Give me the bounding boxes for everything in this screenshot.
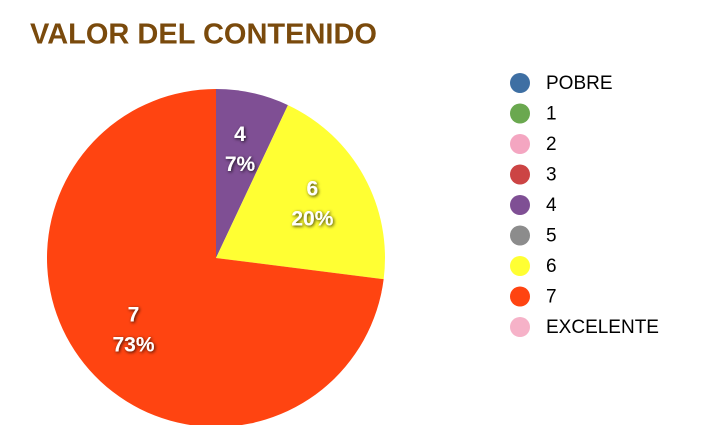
slice-category-label: 4 (234, 123, 246, 146)
slice-category-label: 7 (128, 303, 140, 326)
legend-swatch (510, 73, 530, 93)
pie-slice (47, 89, 384, 425)
legend-swatch (510, 317, 530, 337)
legend-label: 4 (546, 195, 557, 216)
legend-swatch (510, 134, 530, 154)
legend-label: 1 (546, 104, 557, 125)
legend-label: 6 (546, 256, 557, 277)
slice-value-label: 20% (291, 208, 333, 231)
legend-swatch (510, 225, 530, 246)
slice-category-label: 6 (307, 178, 319, 201)
slice-value-label: 7% (225, 153, 256, 176)
pie-slice (216, 105, 385, 280)
legend-swatch (510, 256, 530, 276)
legend-swatch (510, 286, 530, 307)
legend-label: EXCELENTE (546, 317, 659, 338)
slice-value-label: 73% (112, 333, 154, 356)
chart-title: VALOR DEL CONTENIDO (30, 19, 377, 51)
legend-swatch (510, 195, 530, 215)
legend-label: 3 (546, 165, 557, 186)
legend-swatch (510, 164, 530, 185)
legend-label: POBRE (546, 73, 613, 94)
legend-label: 7 (546, 287, 557, 308)
legend-label: 5 (546, 226, 557, 247)
pie-slice (216, 89, 288, 258)
legend-label: 2 (546, 134, 557, 155)
legend-swatch (510, 103, 530, 124)
